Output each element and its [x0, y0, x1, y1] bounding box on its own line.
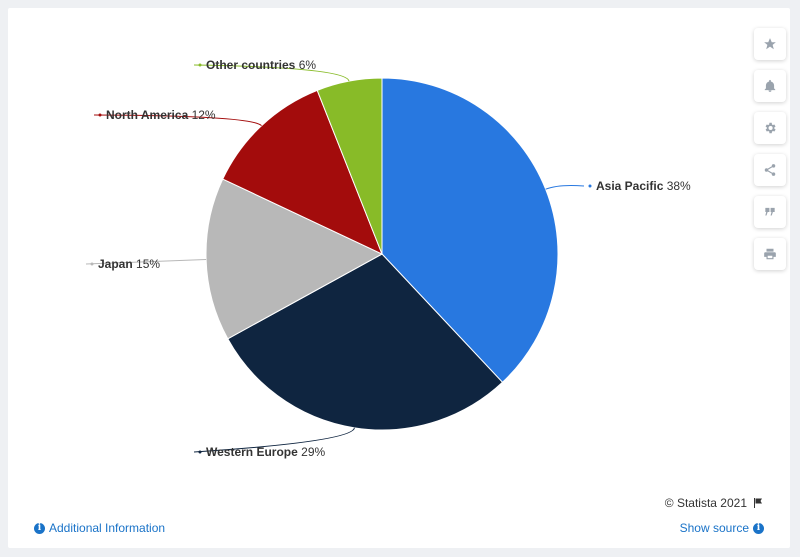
pie-label: Japan 15%	[98, 257, 160, 271]
pie-label: Western Europe 29%	[206, 445, 325, 459]
gear-icon	[765, 122, 776, 134]
share-button[interactable]	[754, 154, 786, 186]
pie-slices	[205, 77, 559, 431]
pie-label-name: Japan	[98, 257, 133, 271]
copyright-text: © Statista 2021	[664, 496, 747, 510]
show-source-label: Show source	[679, 521, 749, 535]
pie-label-value: 15%	[133, 257, 161, 271]
additional-information-label: Additional Information	[49, 521, 166, 535]
legend-dot	[198, 63, 202, 67]
quote-icon	[765, 207, 775, 216]
legend-dot	[198, 450, 202, 454]
pie-slice-western-europe[interactable]	[227, 253, 504, 431]
side-toolbar	[754, 28, 786, 280]
pie-connector	[193, 427, 355, 453]
flag-icon[interactable]	[752, 497, 764, 509]
pie-label-name: Other countries	[206, 58, 296, 72]
star-icon	[764, 38, 776, 50]
favorite-button[interactable]	[754, 28, 786, 60]
bell-icon	[764, 79, 776, 92]
pie-slice-other-countries[interactable]	[316, 77, 383, 255]
legend-dot	[90, 262, 94, 266]
print-button[interactable]	[754, 238, 786, 270]
pie-label-value: 6%	[295, 58, 316, 72]
pie-labels: Asia Pacific 38% Western Europe 29% Japan …	[85, 58, 691, 459]
additional-information-link[interactable]: i Additional Information	[34, 521, 165, 535]
pie-connector	[93, 114, 262, 127]
pie-label: Other countries 6%	[206, 58, 316, 72]
pie-label-value: 29%	[298, 445, 326, 459]
show-source-link[interactable]: Show source i	[680, 521, 764, 535]
pie-slice-north-america[interactable]	[222, 89, 383, 255]
pie-label-name: Western Europe	[206, 445, 298, 459]
pie-connector	[85, 259, 207, 265]
share-icon	[764, 164, 776, 176]
legend-dot	[98, 113, 102, 117]
pie-connector	[193, 64, 350, 82]
notification-button[interactable]	[754, 70, 786, 102]
pie-slice-asia-pacific[interactable]	[381, 77, 559, 384]
pie-chart: Asia Pacific 38% Western Europe 29% Japan …	[85, 58, 691, 459]
pie-label: Asia Pacific 38%	[596, 179, 691, 193]
chart-card: Asia Pacific 38% Western Europe 29% Japan …	[8, 8, 790, 548]
info-icon: i	[753, 522, 764, 534]
copyright: © Statista 2021	[665, 496, 764, 510]
pie-label-name: Asia Pacific	[596, 179, 664, 193]
legend-dot	[588, 184, 592, 188]
pie-label-value: 38%	[663, 179, 691, 193]
info-icon: i	[34, 522, 45, 534]
settings-button[interactable]	[754, 112, 786, 144]
pie-connector	[545, 184, 585, 190]
cite-button[interactable]	[754, 196, 786, 228]
pie-label-value: 12%	[188, 108, 216, 122]
print-icon	[764, 248, 776, 260]
pie-label: North America 12%	[106, 108, 216, 122]
pie-label-name: North America	[106, 108, 189, 122]
